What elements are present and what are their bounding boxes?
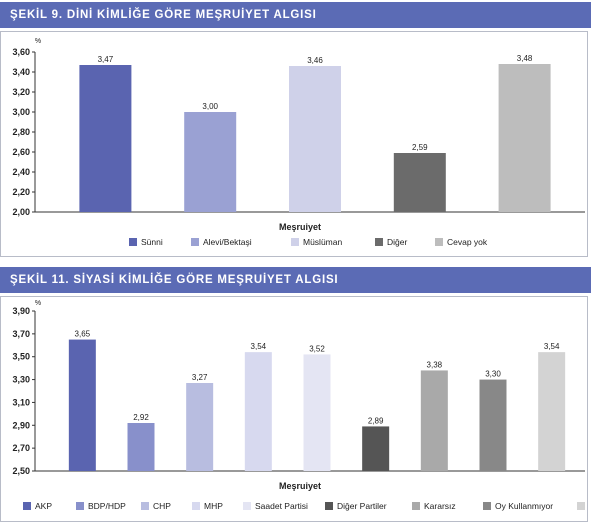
y-tick-label: 2,50: [12, 466, 30, 476]
bar-2: [127, 423, 155, 471]
legend-swatch: [435, 238, 443, 246]
bar-chart-religious-identity: % 2,00 2,20 2,40 2,60 2,80 3,00 3,20 3,40 3,60 3,4…: [12, 38, 585, 247]
y-tick-label: 3,00: [12, 107, 30, 117]
legend-swatch: [192, 502, 200, 510]
legend-label: Saadet Partisi: [255, 501, 308, 511]
legend: AKP BDP/HDP CHP MHP Saadet Partisi Diğer Part…: [23, 501, 591, 511]
data-label: 3,54: [544, 342, 560, 351]
bar-1: [79, 65, 132, 212]
data-label: 3,52: [309, 344, 325, 353]
y-tick-label: 3,70: [12, 329, 30, 339]
bar-4: [393, 153, 446, 212]
bar-chart-political-identity: % 2,50 2,70 2,90 3,10 3,30 3,50 3,70 3,90 3,65 2,9…: [12, 300, 591, 511]
y-tick-label: 3,10: [12, 397, 30, 407]
y-tick-label: 3,40: [12, 67, 30, 77]
legend-swatch: [291, 238, 299, 246]
legend-swatch: [141, 502, 149, 510]
y-tick-label: 3,20: [12, 87, 30, 97]
legend-label: Diğer Partiler: [337, 501, 387, 511]
legend-swatch: [129, 238, 137, 246]
chart-title: ŞEKİL 11. SİYASİ KİMLİĞE GÖRE MEŞRUİYET …: [0, 267, 591, 293]
bar-1: [68, 339, 96, 471]
data-label: 3,38: [427, 360, 443, 369]
data-label: 3,46: [307, 56, 323, 65]
y-tick-label: 2,60: [12, 147, 30, 157]
data-label: 3,47: [98, 55, 114, 64]
x-axis-label: Meşruiyet: [279, 222, 321, 232]
data-label: 3,00: [202, 102, 218, 111]
bar-3: [289, 66, 341, 212]
legend-label: BDP/HDP: [88, 501, 126, 511]
legend-label: Sünni: [141, 237, 163, 247]
legend-label: CHP: [153, 501, 171, 511]
y-tick-label: 3,60: [12, 47, 30, 57]
y-tick-label: 2,40: [12, 167, 30, 177]
data-label: 3,27: [192, 373, 208, 382]
legend: Sünni Alevi/Bektaşi Müslüman Diğer Cevap yok: [129, 237, 488, 247]
data-label: 2,59: [412, 143, 428, 152]
legend-swatch: [577, 502, 585, 510]
chart-title: ŞEKİL 9. DİNİ KİMLİĞE GÖRE MEŞRUİYET ALG…: [0, 2, 591, 28]
legend-swatch: [76, 502, 84, 510]
legend-swatch: [191, 238, 199, 246]
legend-swatch: [243, 502, 251, 510]
y-tick-label: 2,90: [12, 420, 30, 430]
bar-3: [186, 383, 214, 471]
legend-swatch: [325, 502, 333, 510]
legend-label: AKP: [35, 501, 52, 511]
legend-label: Cevap yok: [447, 237, 488, 247]
legend-swatch: [23, 502, 31, 510]
legend-swatch: [483, 502, 491, 510]
data-label: 3,30: [485, 370, 501, 379]
y-axis-unit: %: [35, 38, 41, 45]
y-tick-label: 2,20: [12, 187, 30, 197]
x-axis-label: Meşruiyet: [279, 481, 321, 491]
y-tick-label: 2,00: [12, 207, 30, 217]
legend-label: Alevi/Bektaşi: [203, 237, 252, 247]
legend-label: Kararsız: [424, 501, 456, 511]
y-tick-label: 3,50: [12, 352, 30, 362]
legend-label: Müslüman: [303, 237, 342, 247]
chart-frame: % 2,00 2,20 2,40 2,60 2,80 3,00 3,20 3,40 3,60 3,4…: [0, 31, 588, 257]
data-label: 2,89: [368, 416, 384, 425]
bar-4: [244, 352, 272, 471]
legend-label: MHP: [204, 501, 223, 511]
bar-7: [420, 370, 448, 471]
legend-label: Diğer: [387, 237, 407, 247]
legend-swatch: [375, 238, 383, 246]
y-axis-unit: %: [35, 300, 41, 307]
chart-frame: % 2,50 2,70 2,90 3,10 3,30 3,50 3,70 3,90 3,65 2,9…: [0, 296, 591, 522]
y-tick-label: 2,80: [12, 127, 30, 137]
bar-2: [184, 112, 237, 212]
bar-5: [498, 64, 551, 212]
legend-label: Oy Kullanmıyor: [495, 501, 553, 511]
data-label: 2,92: [133, 413, 149, 422]
y-tick-label: 2,70: [12, 443, 30, 453]
bar-5: [303, 354, 331, 471]
data-label: 3,65: [75, 330, 91, 339]
legend-swatch: [412, 502, 420, 510]
y-tick-label: 3,30: [12, 375, 30, 385]
bar-6: [362, 426, 390, 471]
data-label: 3,54: [251, 342, 267, 351]
bar-9: [538, 352, 566, 471]
data-label: 3,48: [517, 54, 533, 63]
y-tick-label: 3,90: [12, 306, 30, 316]
bar-8: [479, 379, 507, 471]
